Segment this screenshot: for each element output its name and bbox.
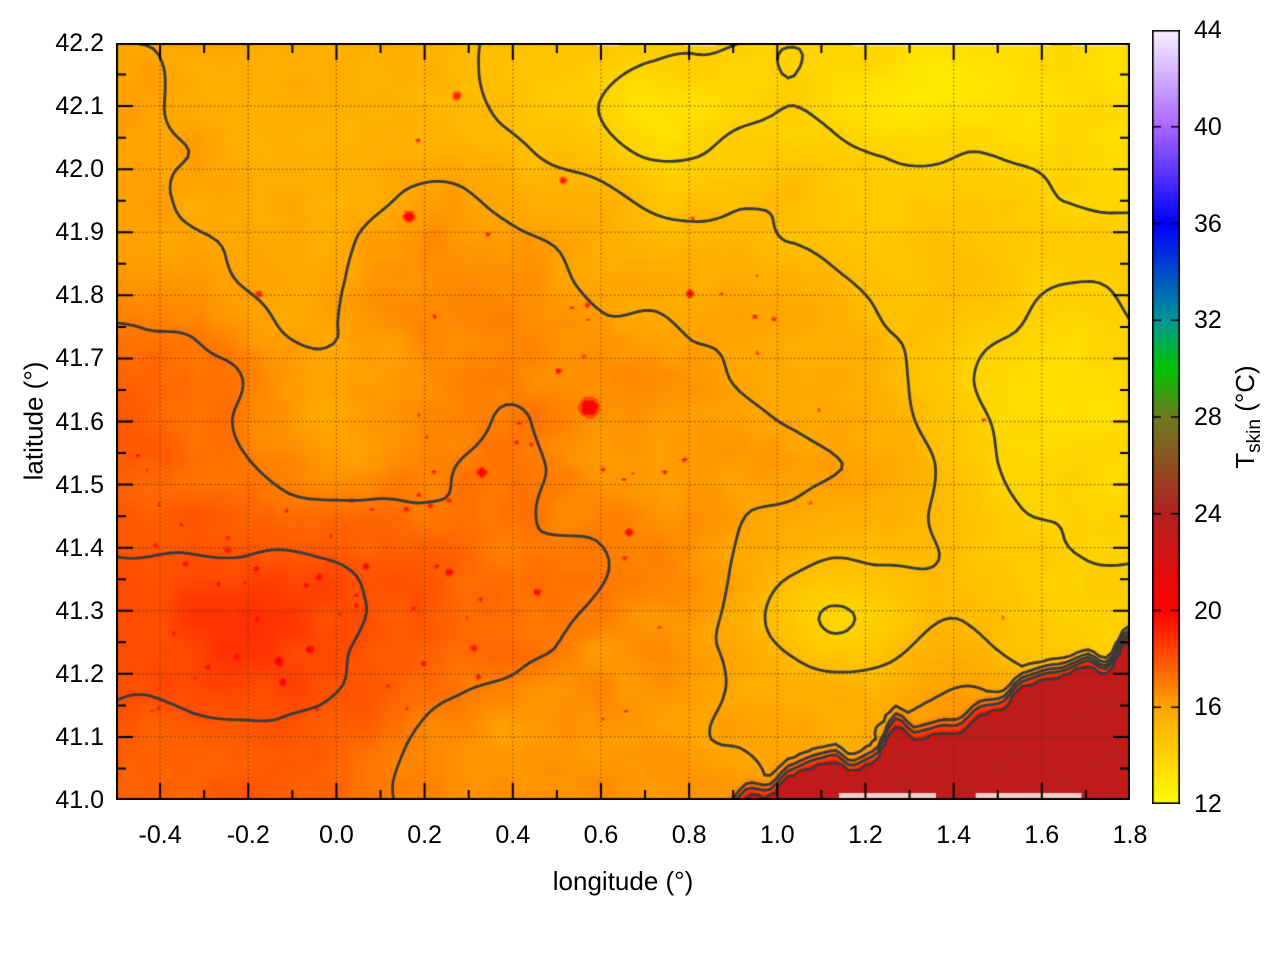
y-tick-label: 41.8 [55,281,104,310]
y-tick-label: 41.0 [55,786,104,814]
y-tick-label: 41.4 [55,533,104,562]
x-tick-label: 1.8 [1112,821,1148,849]
x-tick-label: 1.0 [759,821,795,849]
y-axis-title: latitude (°) [18,361,49,481]
y-tick-label: 42.1 [55,92,104,121]
x-tick-label: 0.4 [495,821,531,849]
y-tick-label: 42.2 [55,29,104,57]
colorbar-tick-label: 20 [1194,596,1222,625]
colorbar-title: Tskin (°C) [1230,365,1266,468]
x-tick-label: 1.4 [936,821,972,849]
x-tick-label: 0.0 [319,821,354,849]
colorbar-tick-label: 16 [1194,693,1222,722]
x-tick-label: 0.8 [671,821,707,849]
y-tick-label: 41.7 [55,344,104,373]
colorbar-tick-label: 36 [1194,209,1222,238]
x-tick-label: -0.2 [226,821,270,849]
x-tick-label: 1.6 [1024,821,1060,849]
colorbar-title-prefix: T [1229,452,1260,469]
y-tick-label: 41.5 [55,470,104,499]
y-tick-label: 41.9 [55,218,104,247]
x-tick-label: -0.4 [138,821,182,849]
plot-area [116,43,1130,800]
heatmap-canvas [116,43,1130,800]
y-tick-label: 42.0 [55,155,104,184]
y-tick-label: 41.1 [55,722,104,751]
y-tick-label: 41.6 [55,407,104,436]
y-tick-label: 41.3 [55,596,104,625]
x-tick-label: 0.2 [407,821,442,849]
colorbar-title-suffix: (°C) [1229,365,1260,420]
x-tick-label: 1.2 [848,821,883,849]
colorbar-tick-label: 12 [1194,790,1222,818]
colorbar-gradient-canvas [1152,30,1180,804]
colorbar-tick-label: 40 [1194,112,1222,141]
colorbar-tick-label: 32 [1194,306,1222,335]
colorbar-tick-label: 28 [1194,403,1222,431]
colorbar [1152,30,1180,804]
colorbar-tick-label: 44 [1194,16,1222,44]
colorbar-tick-label: 24 [1194,499,1222,528]
y-tick-label: 41.2 [55,659,104,688]
x-tick-label: 0.6 [583,821,619,849]
x-axis-title: longitude (°) [552,866,694,896]
colorbar-title-subscript: skin [1244,419,1266,453]
